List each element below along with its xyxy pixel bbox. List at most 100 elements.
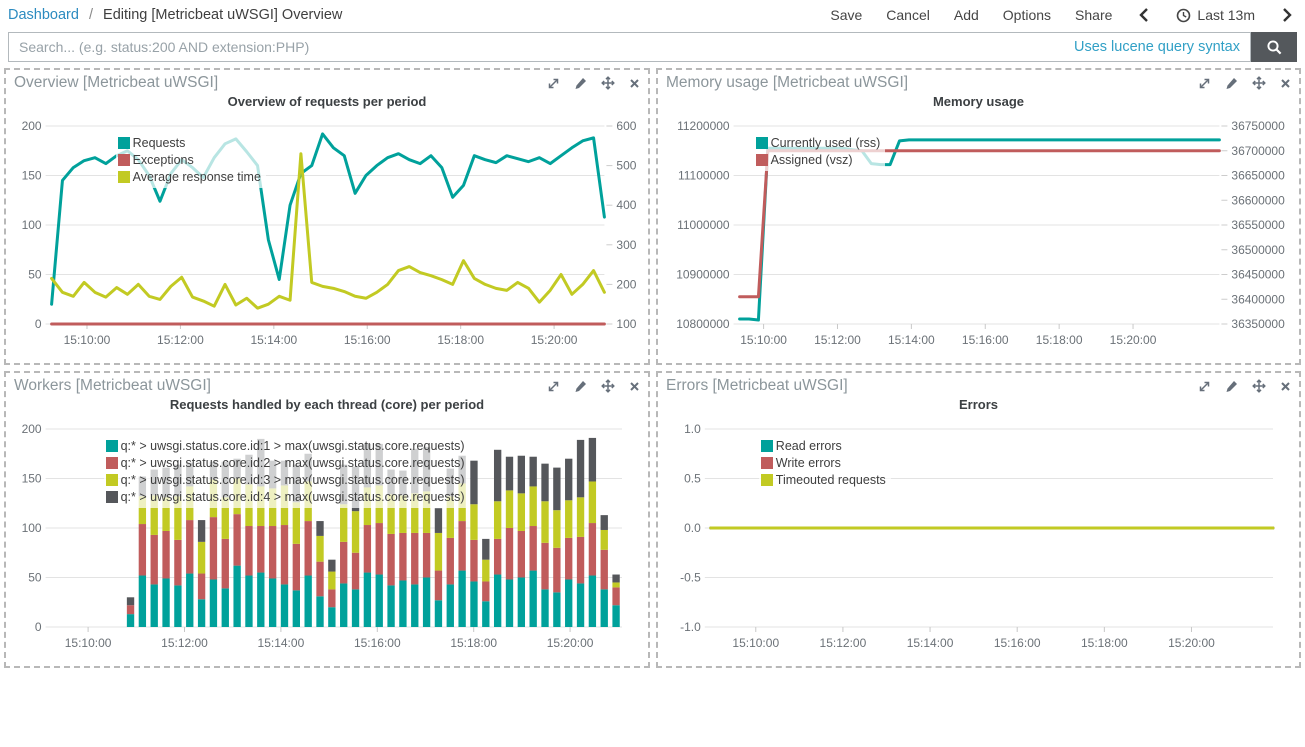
- expand-icon[interactable]: [1198, 380, 1211, 393]
- svg-text:500: 500: [616, 159, 636, 173]
- move-icon[interactable]: [1252, 379, 1266, 393]
- close-icon[interactable]: [629, 78, 640, 89]
- svg-text:36500000: 36500000: [1231, 243, 1285, 257]
- svg-text:11100000: 11100000: [678, 169, 730, 183]
- move-icon[interactable]: [601, 76, 615, 90]
- svg-text:15:10:00: 15:10:00: [740, 333, 787, 347]
- svg-text:100: 100: [22, 521, 42, 535]
- search-box: Uses lucene query syntax: [8, 32, 1251, 62]
- legend-label: q:* > uwsgi.status.core.id:4 > max(uwsgi…: [120, 490, 465, 504]
- legend-item[interactable]: Timeouted requests: [760, 473, 886, 487]
- time-picker-button[interactable]: Last 13m: [1176, 7, 1255, 23]
- expand-icon[interactable]: [547, 380, 560, 393]
- svg-text:15:16:00: 15:16:00: [354, 636, 401, 650]
- svg-text:36700000: 36700000: [1231, 144, 1285, 158]
- svg-text:200: 200: [22, 422, 42, 436]
- legend-swatch-icon: [105, 457, 118, 469]
- edit-icon[interactable]: [574, 77, 587, 90]
- legend-item[interactable]: Exceptions: [117, 153, 261, 167]
- svg-text:300: 300: [616, 238, 636, 252]
- legend-label: Exceptions: [132, 153, 194, 167]
- legend-item[interactable]: q:* > uwsgi.status.core.id:4 > max(uwsgi…: [105, 490, 465, 504]
- top-nav-bar: Dashboard / Editing [Metricbeat uWSGI] O…: [0, 0, 1305, 30]
- overview-chart[interactable]: 0 50 100 150 200 100 200 300 400 500 600 15:10:00 15…: [14, 112, 640, 358]
- search-bar: Uses lucene query syntax: [8, 32, 1297, 62]
- legend-label: q:* > uwsgi.status.core.id:1 > max(uwsgi…: [120, 439, 465, 453]
- legend-item[interactable]: Write errors: [760, 456, 886, 470]
- search-input[interactable]: [9, 33, 1250, 61]
- panel-workers: Workers [Metricbeat uWSGI] Requests hand…: [4, 371, 650, 668]
- legend-swatch-icon: [760, 474, 773, 486]
- chart-legend: Currently used (rss) Assigned (vsz): [753, 132, 886, 171]
- svg-text:15:10:00: 15:10:00: [732, 636, 779, 650]
- svg-text:-1.0: -1.0: [680, 620, 701, 634]
- svg-text:36650000: 36650000: [1231, 169, 1285, 183]
- legend-swatch-icon: [117, 137, 130, 149]
- legend-label: Write errors: [775, 456, 841, 470]
- move-icon[interactable]: [1252, 76, 1266, 90]
- move-icon[interactable]: [601, 379, 615, 393]
- svg-text:36450000: 36450000: [1231, 268, 1285, 282]
- legend-label: Requests: [132, 136, 186, 150]
- save-button[interactable]: Save: [830, 7, 863, 23]
- panel-errors-title: Errors [Metricbeat uWSGI]: [666, 377, 848, 394]
- svg-text:100: 100: [616, 317, 636, 331]
- nav-actions: Save Cancel Add Options Share Last 13m: [830, 7, 1295, 23]
- legend-swatch-icon: [117, 154, 130, 166]
- expand-icon[interactable]: [1198, 77, 1211, 90]
- chevron-right-icon: [1283, 8, 1292, 22]
- legend-swatch-icon: [755, 154, 768, 166]
- legend-swatch-icon: [760, 457, 773, 469]
- time-back-button[interactable]: [1138, 7, 1150, 23]
- legend-swatch-icon: [117, 171, 130, 183]
- share-button[interactable]: Share: [1075, 7, 1113, 23]
- legend-swatch-icon: [755, 137, 768, 149]
- svg-text:15:12:00: 15:12:00: [157, 333, 204, 347]
- cancel-button[interactable]: Cancel: [886, 7, 930, 23]
- breadcrumb: Dashboard / Editing [Metricbeat uWSGI] O…: [8, 7, 342, 23]
- svg-text:36550000: 36550000: [1231, 218, 1285, 232]
- expand-icon[interactable]: [547, 77, 560, 90]
- close-icon[interactable]: [629, 381, 640, 392]
- legend-item[interactable]: q:* > uwsgi.status.core.id:3 > max(uwsgi…: [105, 473, 465, 487]
- breadcrumb-dashboard-link[interactable]: Dashboard: [8, 7, 79, 23]
- legend-item[interactable]: Assigned (vsz): [755, 153, 881, 167]
- errors-chart-title: Errors: [958, 397, 999, 412]
- search-submit-button[interactable]: [1251, 32, 1297, 62]
- svg-text:50: 50: [28, 571, 42, 585]
- svg-text:10800000: 10800000: [676, 317, 730, 331]
- breadcrumb-separator: /: [88, 7, 93, 23]
- legend-item[interactable]: Average response time: [117, 170, 261, 184]
- add-button[interactable]: Add: [953, 7, 979, 23]
- edit-icon[interactable]: [574, 380, 587, 393]
- svg-text:100: 100: [22, 218, 42, 232]
- svg-text:-0.5: -0.5: [680, 571, 701, 585]
- close-icon[interactable]: [1280, 381, 1291, 392]
- errors-chart[interactable]: -1.0 -0.5 0.0 0.5 1.0 15:10:00 15:12:00 15:14:0…: [666, 415, 1291, 661]
- legend-item[interactable]: Read errors: [760, 439, 886, 453]
- options-button[interactable]: Options: [1002, 7, 1052, 23]
- svg-text:200: 200: [22, 119, 42, 133]
- svg-text:200: 200: [616, 277, 636, 291]
- edit-icon[interactable]: [1225, 380, 1238, 393]
- panel-overview: Overview [Metricbeat uWSGI] Overview of …: [4, 68, 650, 365]
- memory-chart[interactable]: 10800000 10900000 11000000 11100000 11200000…: [666, 112, 1291, 358]
- close-icon[interactable]: [1280, 78, 1291, 89]
- legend-item[interactable]: q:* > uwsgi.status.core.id:2 > max(uwsgi…: [105, 456, 465, 470]
- legend-item[interactable]: Currently used (rss): [755, 136, 880, 150]
- svg-text:15:18:00: 15:18:00: [450, 636, 497, 650]
- breadcrumb-current: Editing [Metricbeat uWSGI] Overview: [103, 7, 343, 23]
- svg-text:36600000: 36600000: [1231, 193, 1285, 207]
- overview-chart-title: Overview of requests per period: [227, 94, 427, 109]
- svg-text:11200000: 11200000: [677, 119, 730, 133]
- legend-label: q:* > uwsgi.status.core.id:3 > max(uwsgi…: [120, 473, 465, 487]
- panel-memory-title: Memory usage [Metricbeat uWSGI]: [666, 74, 909, 91]
- lucene-syntax-link[interactable]: Uses lucene query syntax: [1073, 39, 1240, 55]
- svg-text:0: 0: [35, 317, 42, 331]
- clock-icon: [1177, 8, 1191, 22]
- legend-item[interactable]: q:* > uwsgi.status.core.id:1 > max(uwsgi…: [105, 439, 465, 453]
- workers-chart[interactable]: 0 50 100 150 200 15:10:00 15:12:00 15:14:00 15:1…: [14, 415, 640, 661]
- legend-item[interactable]: Requests: [117, 136, 261, 150]
- edit-icon[interactable]: [1225, 77, 1238, 90]
- time-forward-button[interactable]: [1281, 7, 1293, 23]
